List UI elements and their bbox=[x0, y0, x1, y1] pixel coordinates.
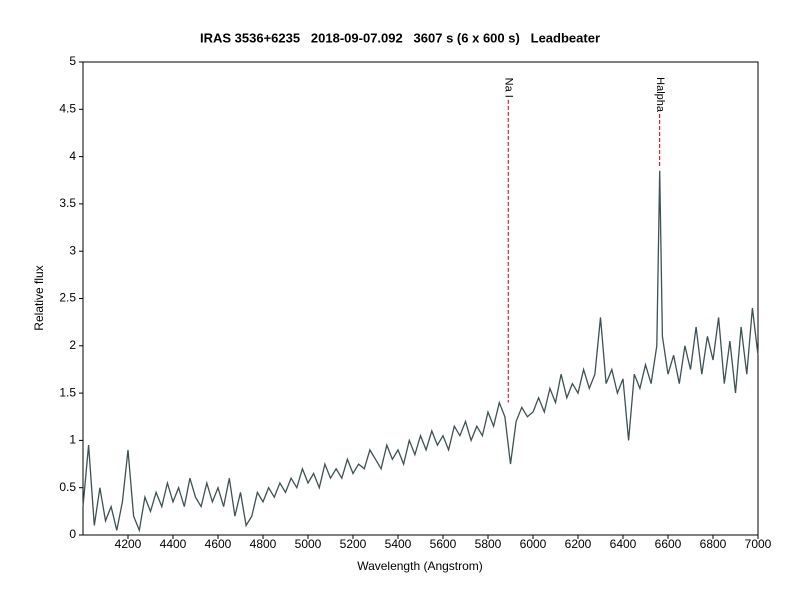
x-tick-label: 6400 bbox=[610, 537, 637, 551]
annotation-label: Halpha bbox=[654, 77, 666, 113]
x-tick-label: 5200 bbox=[340, 537, 367, 551]
x-tick-label: 5000 bbox=[295, 537, 322, 551]
annotation-label: Na I bbox=[502, 78, 514, 98]
y-tick-label: 1.5 bbox=[59, 385, 76, 399]
y-tick-label: 2 bbox=[69, 338, 76, 352]
x-tick-label: 7000 bbox=[745, 537, 772, 551]
x-tick-label: 4800 bbox=[250, 537, 277, 551]
y-tick-label: 4.5 bbox=[59, 101, 76, 115]
y-tick-label: 2.5 bbox=[59, 291, 76, 305]
spectrum-line bbox=[82, 170, 759, 533]
y-tick-label: 0.5 bbox=[59, 480, 76, 494]
y-tick-label: 4 bbox=[69, 149, 76, 163]
x-tick-label: 5400 bbox=[385, 537, 412, 551]
y-tick-label: 3.5 bbox=[59, 196, 76, 210]
y-tick-label: 5 bbox=[69, 54, 76, 68]
y-tick-label: 0 bbox=[69, 527, 76, 541]
y-tick-label: 3 bbox=[69, 243, 76, 257]
chart-title: IRAS 3536+6235 2018-09-07.092 3607 s (6 … bbox=[200, 30, 600, 45]
x-tick-label: 5800 bbox=[475, 537, 502, 551]
x-tick-label: 6200 bbox=[565, 537, 592, 551]
x-tick-label: 4600 bbox=[205, 537, 232, 551]
x-tick-label: 6800 bbox=[700, 537, 727, 551]
y-axis-label: Relative flux bbox=[32, 265, 46, 330]
x-axis-label: Wavelength (Angstrom) bbox=[357, 559, 483, 573]
x-tick-label: 5600 bbox=[430, 537, 457, 551]
y-tick-label: 1 bbox=[69, 433, 76, 447]
x-tick-label: 4200 bbox=[115, 537, 142, 551]
x-tick-label: 6600 bbox=[655, 537, 682, 551]
x-tick-label: 4400 bbox=[160, 537, 187, 551]
x-tick-label: 6000 bbox=[520, 537, 547, 551]
